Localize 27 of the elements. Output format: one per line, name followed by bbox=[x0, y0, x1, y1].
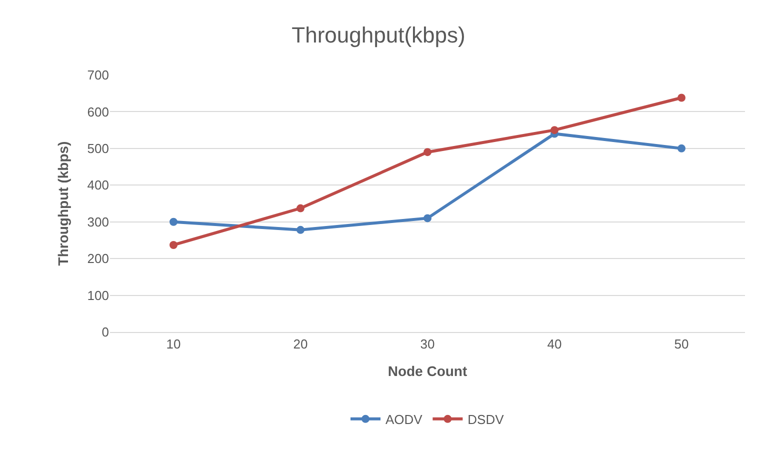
x-axis-title: Node Count bbox=[388, 362, 468, 379]
x-tick-label: 50 bbox=[674, 336, 689, 352]
point bbox=[296, 226, 304, 234]
point bbox=[550, 126, 558, 134]
x-tick-label: 30 bbox=[420, 336, 435, 352]
y-axis-title: Throughput (kbps) bbox=[54, 141, 71, 266]
x-tick-label: 10 bbox=[166, 336, 181, 352]
y-tick-label: 300 bbox=[87, 214, 109, 230]
y-tick-label: 600 bbox=[87, 104, 109, 120]
y-tick-label: 100 bbox=[87, 288, 109, 303]
x-tick-label: 20 bbox=[293, 336, 308, 352]
x-tick-label: 40 bbox=[547, 336, 562, 352]
y-tick-label: 500 bbox=[87, 140, 109, 156]
legend-label: DSDV bbox=[468, 412, 504, 427]
y-tick-label: 200 bbox=[87, 251, 109, 266]
chart-title: Throughput(kbps) bbox=[292, 22, 466, 48]
y-tick-label: 0 bbox=[102, 324, 109, 340]
point bbox=[170, 240, 178, 249]
legend-label: AODV bbox=[386, 412, 423, 427]
point bbox=[424, 214, 432, 222]
y-tick-label: 700 bbox=[87, 68, 109, 83]
point bbox=[424, 148, 432, 156]
point bbox=[170, 218, 178, 226]
y-tick-label: 400 bbox=[87, 178, 109, 193]
point bbox=[296, 204, 304, 212]
point bbox=[678, 144, 686, 152]
point bbox=[678, 94, 686, 102]
